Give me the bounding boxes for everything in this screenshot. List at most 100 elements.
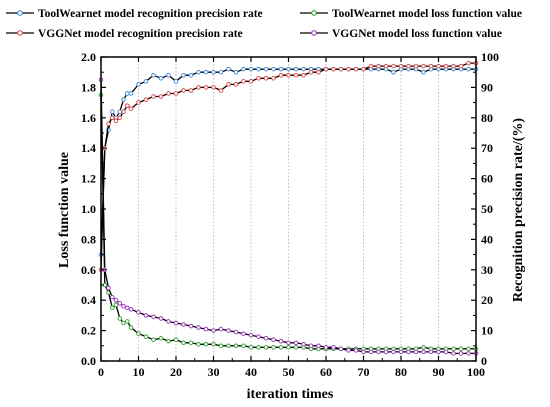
series-0-point <box>278 66 284 72</box>
series-1-point <box>151 94 156 99</box>
series-1-point <box>316 69 321 75</box>
series-1-point <box>451 63 456 69</box>
x-axis-title: iteration times <box>247 387 334 402</box>
series-3-point <box>421 349 426 355</box>
series-1-point <box>391 63 396 69</box>
series-3-point <box>361 349 366 355</box>
legend-label-0: ToolWearnet model recognition precision … <box>38 8 263 20</box>
legend-marker-3 <box>311 30 317 36</box>
x-tick-label-80: 80 <box>395 365 407 379</box>
grid <box>138 57 439 361</box>
series-3 <box>98 77 479 356</box>
series-2-point <box>124 319 130 324</box>
series-2-point <box>203 341 209 347</box>
y-right-tick-label: 70 <box>481 141 493 155</box>
series-1-point <box>113 118 119 124</box>
series-1-point <box>117 115 123 121</box>
series-3-point <box>121 303 126 309</box>
series-2-point <box>211 341 216 347</box>
series-1-point <box>211 85 216 90</box>
series-3-point <box>383 349 389 355</box>
series-1-point <box>361 66 366 72</box>
series-3-point <box>241 331 246 336</box>
series-3-point <box>158 316 164 321</box>
series-1-point <box>346 66 351 72</box>
series-0-point <box>109 109 115 115</box>
series-0-point <box>196 69 201 75</box>
series-3-point <box>143 313 149 318</box>
series-0-point <box>226 66 231 72</box>
y-right-tick-label: 90 <box>481 80 493 94</box>
series-0-point <box>211 69 216 75</box>
x-tick-label-90: 90 <box>433 365 445 379</box>
series-2-point <box>128 325 134 330</box>
series-3-point <box>398 349 404 355</box>
y-left-tick-label: 1.6 <box>81 111 96 125</box>
y-right-tick-label: 60 <box>481 172 493 186</box>
y-left-tick-label: 0.2 <box>81 324 96 338</box>
x-tick-label-60: 60 <box>320 365 332 379</box>
series-3-point <box>331 345 336 350</box>
y-right-tick-label: 40 <box>481 232 493 246</box>
y-left-tick-label: 0.4 <box>81 293 96 307</box>
x-tick-label-0: 0 <box>98 365 104 379</box>
series-3-point <box>117 300 123 306</box>
legend-marker-1 <box>17 30 23 36</box>
series-1-point <box>203 85 209 90</box>
series-3-point <box>316 343 321 349</box>
series-2-point <box>113 302 119 308</box>
series-1-point <box>128 106 134 111</box>
series-3-point <box>128 307 134 312</box>
series-0-point <box>256 66 261 72</box>
series-3-point <box>263 335 269 341</box>
series-1-point <box>143 97 149 102</box>
series-1-point <box>109 115 115 121</box>
y-left-tick-label: 1.0 <box>81 202 96 216</box>
series-3-point <box>466 351 471 356</box>
legend-item-2: ToolWearnet model loss function value <box>300 8 522 20</box>
series-2-point <box>451 346 456 352</box>
x-tick-label-30: 30 <box>208 365 220 379</box>
legend-marker-2 <box>311 10 317 16</box>
y-right-tick-label: 80 <box>481 111 493 125</box>
series-2-point <box>121 320 126 326</box>
series-2-point <box>117 316 123 321</box>
legend-item-3: VGGNet model loss function value <box>300 28 502 40</box>
series-1-point <box>166 91 171 96</box>
series-1-point <box>106 121 111 127</box>
series-0-point <box>166 72 171 78</box>
y-left-tick-label: 0.8 <box>81 232 96 246</box>
y-right-tick-label: 0 <box>481 354 487 368</box>
series-0-point <box>286 66 291 72</box>
series-2-point <box>181 340 186 346</box>
series-0-point <box>188 72 194 78</box>
y-left-tick-label: 1.8 <box>81 80 96 94</box>
series-2-point <box>286 345 291 350</box>
legend-label-3: VGGNet model loss function value <box>332 28 502 40</box>
legend-label-1: VGGNet model recognition precision rate <box>38 28 243 40</box>
series-0-point <box>151 72 156 78</box>
series-1-point <box>338 66 344 72</box>
series-1-point <box>368 63 374 69</box>
series-2-point <box>248 345 254 350</box>
series-1-point <box>458 63 464 69</box>
y-right-tick-label: 30 <box>481 263 493 277</box>
series-1-point <box>466 60 471 66</box>
series-0-point <box>263 66 269 72</box>
series-0-point <box>136 82 141 87</box>
series-1-point <box>233 82 239 87</box>
series-1-point <box>136 100 141 105</box>
series-0-point <box>248 66 254 72</box>
series-2-point <box>466 346 471 352</box>
series-1-point <box>121 109 126 115</box>
series-3-point <box>256 334 261 339</box>
series-1-point <box>301 72 306 78</box>
series-1-point <box>188 88 194 93</box>
series-3-point <box>443 349 449 355</box>
series-3-point <box>353 348 359 353</box>
series-1-point <box>181 88 186 93</box>
legend-item-0: ToolWearnet model recognition precision … <box>6 8 263 20</box>
series-1-point <box>248 79 254 84</box>
series-2-point <box>293 345 299 350</box>
